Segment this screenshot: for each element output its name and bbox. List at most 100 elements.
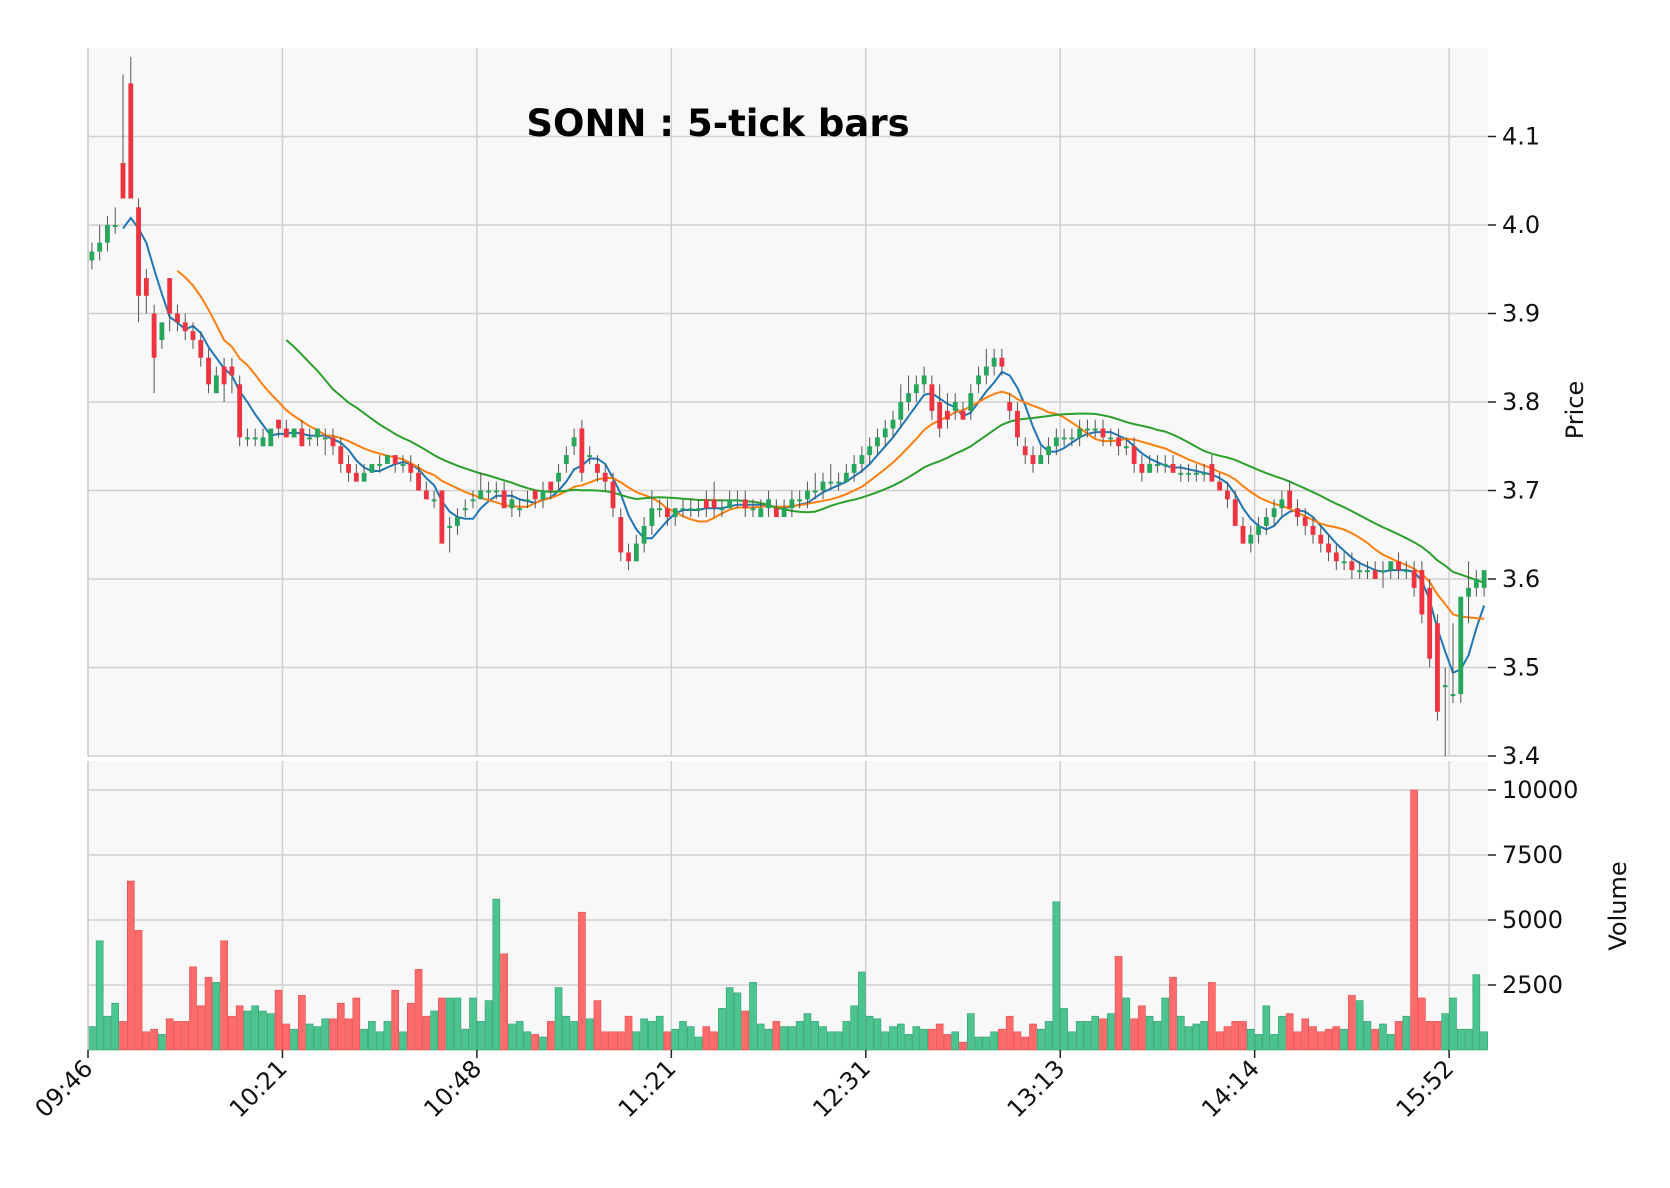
volume-bar-up [725,987,734,1051]
volume-bar-down [928,1028,936,1051]
candle-up [680,508,686,511]
candle-up [1341,561,1347,564]
candle-up [688,508,694,511]
candle-down [1209,463,1215,482]
moving-average-26 [285,339,1485,584]
volume-bar-up [733,992,742,1051]
volume-bar-up [780,1026,788,1051]
candle-up [851,463,857,473]
candle-down [346,463,351,473]
candle-down [1217,481,1223,491]
candle-down [1326,543,1331,553]
volume-bar-up [1122,997,1131,1051]
volume-bar-down [1130,1018,1138,1051]
volume-bar-down [601,1031,610,1051]
volume-bar-up [251,1005,260,1051]
volume-bar-up [321,1018,330,1051]
volume-bar-up [1379,1023,1387,1051]
volume-bar-up [795,1021,804,1051]
volume-bar-down [609,1031,617,1051]
candle-down [1318,534,1324,544]
volume-bar-up [1340,1028,1348,1051]
volume-bar-up [858,971,866,1051]
volume-bar-up [632,1031,641,1051]
volume-bar-up [1060,1008,1068,1051]
volume-bar-down [181,1021,190,1051]
candle-up [1481,570,1487,588]
candle-up [836,481,841,484]
candle-down [1419,570,1425,615]
candle-up [1442,685,1448,688]
volume-bar-up [1464,1028,1473,1051]
volume-bar-down [741,1010,750,1051]
candle-up [1473,579,1479,588]
volume-bar-down [220,940,228,1051]
volume-bar-up [360,1028,368,1051]
candle-up [315,428,320,438]
candle-up [750,508,756,511]
volume-bar-up [982,1036,991,1051]
volume-bar-up [842,1021,851,1051]
volume-bar-up [383,1021,392,1051]
volume-bar-down [624,1015,633,1051]
volume-bar-up [1075,1021,1084,1051]
candle-down [1396,561,1401,571]
volume-bar-up [243,1010,252,1051]
candle-down [602,472,608,482]
volume-bar-down [1332,1026,1341,1051]
candle-up [696,508,701,511]
candle-up [1380,570,1386,573]
volume-bar-up [1386,1034,1395,1051]
volume-bar-down [1425,1021,1434,1051]
volume-bar-down [119,1021,127,1051]
volume-bars [88,789,1488,1051]
x-tick-label: 14:14 [1196,1054,1265,1123]
volume-bar-up [1246,1028,1255,1051]
grid-lines [87,48,1488,1050]
volume-bar-up [1184,1026,1193,1051]
candle-up [213,375,219,394]
candle-down [711,499,717,509]
candle-up [952,402,958,411]
candle-up [766,499,771,509]
volume-bar-up [788,1026,796,1051]
candle-up [906,393,911,402]
volume-bar-up [865,1015,874,1051]
chart-title: SONN : 5-tick bars [526,102,909,145]
volume-bar-up [1254,1034,1263,1051]
candle-up [556,472,561,482]
candle-down [151,313,157,358]
candle-up [719,508,725,511]
volume-bar-up [1270,1034,1278,1051]
candle-up [789,499,795,509]
candle-down [595,463,600,473]
candle-down [439,490,445,544]
candle-up [525,499,530,502]
candle-down [532,490,538,500]
volume-bar-up [1036,1028,1045,1051]
volume-bar-down [235,1005,244,1051]
x-tick-label: 12:31 [807,1054,876,1123]
candle-down [548,481,554,491]
price-tick-label: 3.8 [1502,388,1540,416]
candle-up [781,508,787,518]
candle-up [890,419,896,429]
volume-bar-down [1138,1005,1146,1051]
candle-down [937,402,943,429]
volume-bar-down [1324,1028,1333,1051]
volume-bar-down [935,1023,944,1051]
candle-up [898,402,904,420]
candle-up [377,463,383,466]
volume-bar-down [943,1034,952,1051]
volume-bar-down [1231,1021,1240,1051]
candle-up [252,437,258,440]
volume-bar-up [1472,974,1481,1051]
candle-up [1279,499,1285,509]
candle-down [392,455,398,464]
volume-bar-down [531,1034,540,1051]
candle-up [1357,570,1363,573]
volume-bar-up [648,1021,656,1051]
candle-down [999,357,1005,367]
volume-bar-down [1239,1021,1247,1051]
